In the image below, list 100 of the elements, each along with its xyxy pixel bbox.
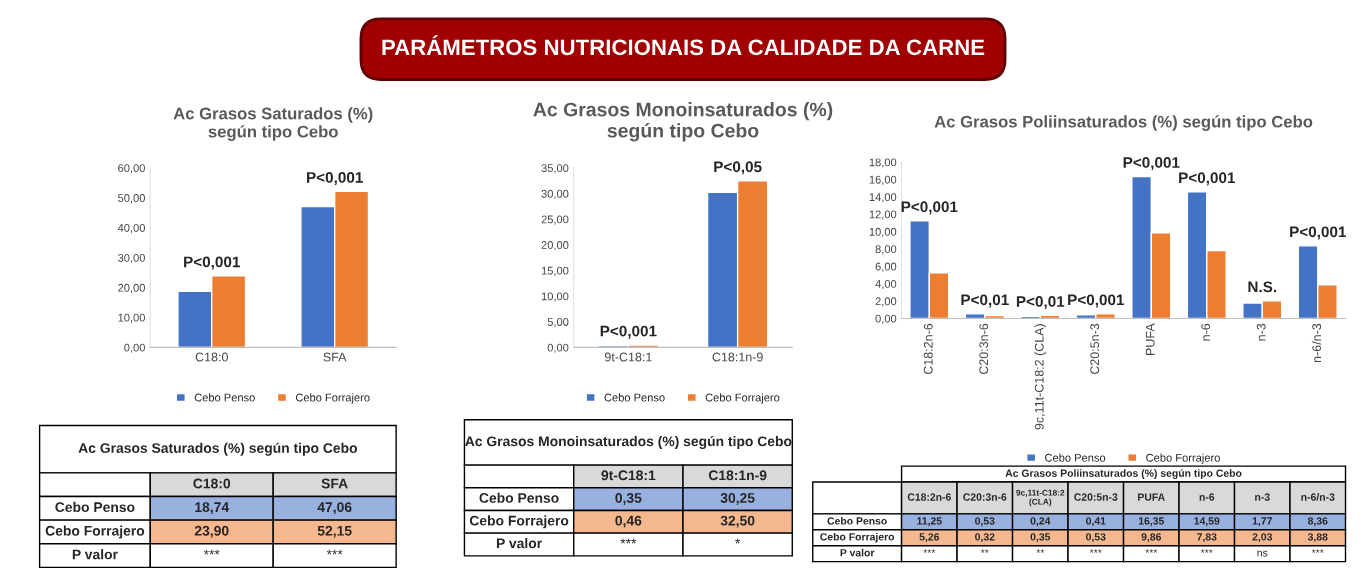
text: *** <box>203 549 220 555</box>
data-label: 18,74 <box>195 502 230 515</box>
text: Cebo Penso <box>479 492 559 503</box>
y-tick-label: 6,00 <box>875 262 897 272</box>
x-tick-label: C20:5n-3 <box>1090 323 1100 375</box>
data-label: 9,86 <box>1141 533 1162 543</box>
annotation: P<0,001 <box>901 201 958 215</box>
y-tick-label: 10,00 <box>869 227 897 238</box>
text: P valor <box>496 538 542 549</box>
data-label: 0,53 <box>975 517 995 527</box>
y-tick-label: 4,00 <box>875 279 897 290</box>
text: *** <box>1200 549 1213 553</box>
x-tick-label: C18:1n-9 <box>712 352 763 362</box>
data-label: 5,26 <box>919 533 940 543</box>
data-label: 23,90 <box>194 525 229 538</box>
data-label: 16,35 <box>1138 517 1165 527</box>
data-label: 47,06 <box>317 502 352 515</box>
data-label: 3,88 <box>1307 533 1328 543</box>
y-tick-label: 60,00 <box>118 164 145 174</box>
legend-label: Cebo Penso <box>194 393 255 402</box>
x-tick-label: n-6 <box>1201 323 1211 341</box>
annotation: N.S. <box>1248 281 1277 293</box>
y-tick-label: 10,00 <box>541 292 569 302</box>
x-tick-label: C18:2n-6 <box>923 323 933 375</box>
y-tick-label: 2,00 <box>875 297 897 307</box>
annotation: P<0,01 <box>961 294 1009 308</box>
text: *** <box>1145 549 1158 553</box>
text: *** <box>1311 549 1324 553</box>
category-label: 9c,11t-C18:2 (CLA) <box>1016 489 1065 507</box>
data-label: 2,03 <box>1252 533 1273 543</box>
annotation: P<0,01 <box>1016 296 1065 310</box>
text: ** <box>1036 549 1045 553</box>
text: Cebo Forrajero <box>45 525 145 539</box>
text: Cebo Penso <box>55 501 135 513</box>
category-label: C20:3n-6 <box>963 493 1007 501</box>
category-label: 9t-C18:1 <box>601 470 656 481</box>
y-tick-label: 30,00 <box>118 253 145 264</box>
annotation: P<0,001 <box>1179 172 1236 186</box>
category-label: n-6 <box>1199 493 1215 501</box>
category-label: PUFA <box>1138 493 1165 501</box>
legend-label: Cebo Penso <box>1045 453 1106 462</box>
annotation: P<0,05 <box>714 161 762 175</box>
category-label: C20:5n-3 <box>1074 493 1118 501</box>
category-label: C18:2n-6 <box>907 493 951 501</box>
category-label: n-6/n-3 <box>1301 493 1335 501</box>
y-tick-label: 25,00 <box>541 215 569 225</box>
x-tick-label: C18:0 <box>195 352 228 362</box>
legend-label: Cebo Forrajero <box>295 393 370 404</box>
y-tick-label: 18,00 <box>869 158 897 168</box>
x-tick-label: n-6/n-3 <box>1311 323 1322 363</box>
data-label: 11,25 <box>917 517 942 527</box>
y-tick-label: 0,00 <box>124 343 145 353</box>
data-label: 0,32 <box>975 533 995 543</box>
data-label: 32,50 <box>720 515 755 528</box>
data-label: 52,15 <box>317 525 352 538</box>
chart-title: Ac Grasos Poliinsaturados (%) según tipo Cebo <box>934 115 1313 131</box>
category-label: n-3 <box>1255 493 1270 501</box>
annotation: P<0,001 <box>1123 157 1180 171</box>
y-tick-label: 10,00 <box>118 313 145 323</box>
x-tick-label: C20:3n-6 <box>979 323 989 375</box>
chart-title: Ac Grasos Saturados (%) según tipo Cebo <box>173 107 373 141</box>
y-tick-label: 15,00 <box>541 266 569 276</box>
x-tick-label: SFA <box>323 352 347 362</box>
y-tick-label: 12,00 <box>869 210 897 220</box>
text: Cebo Forrajero <box>469 515 569 529</box>
y-tick-label: 0,00 <box>875 314 897 324</box>
annotation: P<0,001 <box>1068 294 1125 308</box>
text: Cebo Forrajero <box>820 532 895 543</box>
y-tick-label: 40,00 <box>117 224 145 234</box>
chart-title: Ac Grasos Monoinsaturados (%) según tipo Cebo <box>533 102 833 142</box>
data-label: 0,35 <box>615 493 642 505</box>
x-tick-label: 9c,11t-C18:2 (CLA) <box>1034 324 1047 430</box>
data-label: 0,53 <box>1086 533 1106 543</box>
annotation: P<0,001 <box>184 256 240 270</box>
data-label: 0,41 <box>1086 517 1106 527</box>
text: *** <box>1089 549 1102 553</box>
y-tick-label: 5,00 <box>547 318 569 328</box>
x-tick-label: n-3 <box>1256 323 1266 341</box>
y-tick-label: 30,00 <box>541 189 569 199</box>
x-tick-label: PUFA <box>1145 323 1155 355</box>
data-label: 1,77 <box>1252 517 1272 527</box>
text: Cebo Penso <box>827 516 887 525</box>
y-tick-label: 14,00 <box>869 193 897 203</box>
text: * <box>735 538 741 544</box>
text: ns <box>1257 550 1268 557</box>
text: *** <box>326 549 343 555</box>
data-label: 7,83 <box>1197 533 1217 543</box>
y-tick-label: 0,00 <box>547 343 569 353</box>
annotation: P<0,001 <box>1290 226 1347 240</box>
text: PARÁMETROS NUTRICIONAIS DA CALIDADE DA CARNE <box>382 35 985 56</box>
data-label: 0,35 <box>1030 533 1051 543</box>
y-tick-label: 16,00 <box>869 175 897 185</box>
x-tick-label: 9t-C18:1 <box>604 352 652 362</box>
text: P valor <box>72 549 118 560</box>
category-label: C18:0 <box>193 478 231 489</box>
data-label: 14,59 <box>1194 517 1220 527</box>
data-label: 30,25 <box>720 493 755 505</box>
y-tick-label: 20,00 <box>118 283 145 294</box>
text: *** <box>620 538 637 544</box>
chart-title: Ac Grasos Poliinsaturados (%) según tipo Cebo <box>1005 469 1242 479</box>
